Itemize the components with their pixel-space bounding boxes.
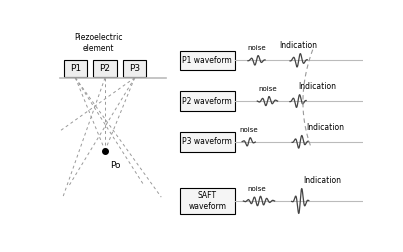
Text: noise: noise: [247, 186, 266, 192]
FancyBboxPatch shape: [180, 132, 235, 151]
Text: P1 waveform: P1 waveform: [183, 56, 232, 65]
Text: SAFT
waveform: SAFT waveform: [188, 191, 226, 211]
FancyBboxPatch shape: [180, 51, 235, 70]
Text: P3 waveform: P3 waveform: [183, 137, 232, 146]
Text: noise: noise: [247, 45, 266, 51]
Text: P1: P1: [70, 64, 81, 73]
Text: Piezoelectric
element: Piezoelectric element: [75, 33, 123, 53]
FancyBboxPatch shape: [123, 60, 146, 77]
Text: P3: P3: [129, 64, 140, 73]
Text: P2 waveform: P2 waveform: [183, 97, 232, 106]
Text: noise: noise: [258, 86, 277, 92]
Text: Indication: Indication: [280, 41, 318, 50]
Text: Indication: Indication: [298, 82, 336, 91]
FancyBboxPatch shape: [64, 60, 87, 77]
Text: noise: noise: [239, 127, 258, 133]
FancyBboxPatch shape: [180, 91, 235, 111]
Text: Po: Po: [110, 161, 120, 170]
FancyBboxPatch shape: [93, 60, 117, 77]
Text: P2: P2: [100, 64, 110, 73]
Text: Indication: Indication: [303, 175, 341, 184]
FancyBboxPatch shape: [180, 188, 235, 214]
Text: Indication: Indication: [306, 123, 345, 133]
